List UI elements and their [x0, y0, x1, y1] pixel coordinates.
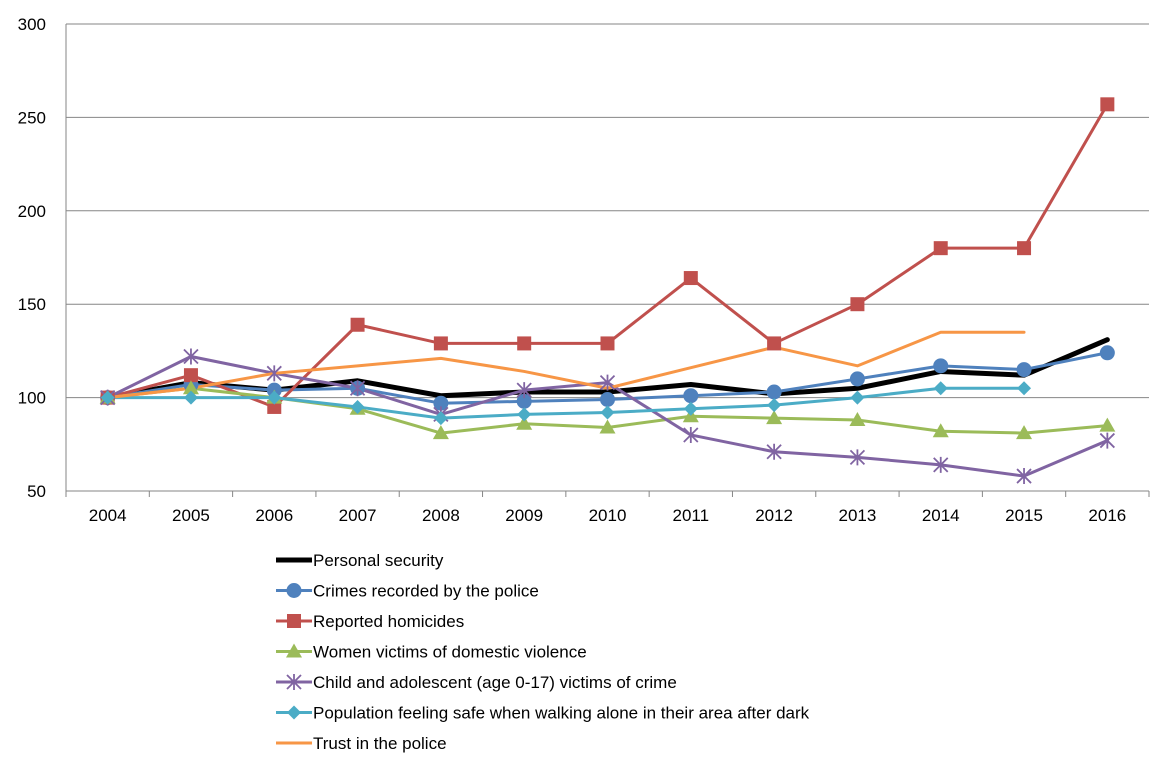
data-point-reported-homicides: [683, 271, 698, 286]
series-line-trust-in-the-police: [106, 330, 1026, 400]
legend-label: Child and adolescent (age 0-17) victims …: [313, 673, 677, 692]
data-point-child-and-adolescent-age-0-17-victims-of-crime: [849, 449, 866, 466]
data-point-child-and-adolescent-age-0-17-victims-of-crime: [266, 365, 282, 382]
y-tick-label: 150: [18, 295, 46, 314]
data-point-women-victims-of-domestic-violence: [182, 380, 199, 395]
data-point-crimes-recorded-by-the-police: [1016, 362, 1032, 378]
legend-item-reported-homicides: Reported homicides: [276, 612, 464, 631]
legend-item-population-feeling-safe-when-walking-alone-in-their-area-after-dark: Population feeling safe when walking alo…: [276, 704, 810, 723]
data-point-crimes-recorded-by-the-police: [849, 371, 865, 387]
data-point-child-and-adolescent-age-0-17-victims-of-crime: [1016, 468, 1032, 485]
data-point-child-and-adolescent-age-0-17-victims-of-crime: [683, 426, 699, 443]
x-tick-label: 2007: [339, 506, 377, 525]
y-tick-label: 300: [18, 15, 46, 34]
data-point-population-feeling-safe-when-walking-alone-in-their-area-after-dark: [517, 407, 532, 422]
data-point-child-and-adolescent-age-0-17-victims-of-crime: [183, 348, 199, 365]
legend-label: Population feeling safe when walking alo…: [313, 704, 810, 723]
data-point-population-feeling-safe-when-walking-alone-in-their-area-after-dark: [600, 405, 615, 420]
legend-label: Trust in the police: [313, 734, 447, 753]
x-tick-label: 2013: [839, 506, 877, 525]
data-point-reported-homicides: [1017, 241, 1032, 256]
series-line-reported-homicides: [106, 102, 1109, 409]
x-tick-label: 2008: [422, 506, 460, 525]
x-tick-label: 2010: [589, 506, 627, 525]
data-point-reported-homicides: [433, 336, 448, 351]
data-point-women-victims-of-domestic-violence: [849, 412, 866, 427]
data-point-child-and-adolescent-age-0-17-victims-of-crime: [516, 382, 532, 399]
data-point-women-victims-of-domestic-violence: [599, 419, 616, 434]
legend-item-child-and-adolescent-age-0-17-victims-of-crime: Child and adolescent (age 0-17) victims …: [276, 673, 677, 692]
legend-item-trust-in-the-police: Trust in the police: [276, 734, 447, 753]
x-tick-label: 2011: [673, 506, 710, 525]
y-tick-label: 250: [18, 108, 46, 127]
axes: [65, 24, 1150, 497]
data-point-population-feeling-safe-when-walking-alone-in-their-area-after-dark: [933, 381, 948, 396]
data-point-women-victims-of-domestic-violence: [932, 423, 949, 438]
data-point-crimes-recorded-by-the-police: [683, 388, 699, 404]
data-point-child-and-adolescent-age-0-17-victims-of-crime: [933, 456, 949, 473]
data-point-reported-homicides: [1100, 97, 1115, 112]
y-tick-label: 50: [27, 482, 46, 501]
data-point-population-feeling-safe-when-walking-alone-in-their-area-after-dark: [767, 398, 782, 413]
legend-marker: [286, 674, 302, 690]
data-point-reported-homicides: [350, 317, 365, 332]
legend-label: Reported homicides: [313, 612, 464, 631]
legend-marker: [287, 705, 301, 720]
data-point-child-and-adolescent-age-0-17-victims-of-crime: [599, 374, 616, 391]
legend-label: Women victims of domestic violence: [313, 643, 587, 662]
x-tick-label: 2014: [922, 506, 960, 525]
y-tick-label: 200: [18, 202, 46, 221]
data-point-crimes-recorded-by-the-police: [766, 384, 782, 400]
data-point-women-victims-of-domestic-violence: [432, 425, 449, 440]
data-point-crimes-recorded-by-the-police: [1099, 345, 1115, 361]
data-point-population-feeling-safe-when-walking-alone-in-their-area-after-dark: [100, 390, 115, 405]
x-tick-label: 2006: [255, 506, 293, 525]
x-tick-label: 2015: [1005, 506, 1043, 525]
data-point-child-and-adolescent-age-0-17-victims-of-crime: [349, 380, 366, 397]
data-point-crimes-recorded-by-the-police: [933, 358, 949, 374]
legend-marker: [286, 643, 302, 658]
data-point-population-feeling-safe-when-walking-alone-in-their-area-after-dark: [683, 401, 698, 416]
data-point-reported-homicides: [517, 336, 532, 351]
data-point-population-feeling-safe-when-walking-alone-in-their-area-after-dark: [433, 411, 448, 426]
series-line-population-feeling-safe-when-walking-alone-in-their-area-after-dark: [106, 386, 1026, 420]
y-axis-tick-labels: 50 100 150 200 250 300: [18, 15, 46, 501]
data-point-population-feeling-safe-when-walking-alone-in-their-area-after-dark: [1017, 381, 1032, 396]
legend-label: Personal security: [313, 551, 444, 570]
data-point-reported-homicides: [850, 297, 865, 312]
legend-marker: [287, 614, 301, 628]
data-point-women-victims-of-domestic-violence: [1016, 425, 1033, 440]
data-point-reported-homicides: [933, 241, 948, 256]
y-tick-label: 100: [18, 389, 46, 408]
data-point-population-feeling-safe-when-walking-alone-in-their-area-after-dark: [850, 390, 865, 405]
legend-marker: [286, 583, 302, 598]
x-axis-tick-labels: 2004 2005 2006 2007 2008 2009 2010 2011 2012 2013…: [89, 506, 1127, 525]
legend-item-crimes-recorded-by-the-police: Crimes recorded by the police: [276, 582, 539, 601]
x-tick-label: 2009: [505, 506, 543, 525]
legend: Personal security Crimes recorded by the …: [276, 551, 810, 753]
data-point-women-victims-of-domestic-violence: [1099, 417, 1116, 432]
x-tick-label: 2016: [1088, 506, 1126, 525]
legend-item-personal-security: Personal security: [276, 551, 444, 570]
data-point-women-victims-of-domestic-violence: [516, 415, 533, 430]
data-point-population-feeling-safe-when-walking-alone-in-their-area-after-dark: [350, 399, 365, 414]
data-point-reported-homicides: [600, 336, 615, 351]
legend-label: Crimes recorded by the police: [313, 582, 539, 601]
data-point-reported-homicides: [767, 336, 782, 351]
gridlines: [66, 23, 1149, 399]
data-point-reported-homicides: [183, 368, 198, 383]
x-tick-label: 2005: [172, 506, 210, 525]
data-point-crimes-recorded-by-the-police: [600, 391, 615, 407]
x-tick-label: 2004: [89, 506, 127, 525]
data-point-child-and-adolescent-age-0-17-victims-of-crime: [766, 443, 782, 460]
data-point-population-feeling-safe-when-walking-alone-in-their-area-after-dark: [183, 390, 198, 405]
series-markers: [99, 97, 1116, 485]
data-point-population-feeling-safe-when-walking-alone-in-their-area-after-dark: [267, 390, 282, 405]
x-tick-label: 2012: [755, 506, 793, 525]
data-point-child-and-adolescent-age-0-17-victims-of-crime: [1099, 432, 1115, 449]
data-point-women-victims-of-domestic-violence: [766, 410, 783, 425]
legend-item-women-victims-of-domestic-violence: Women victims of domestic violence: [276, 643, 587, 662]
